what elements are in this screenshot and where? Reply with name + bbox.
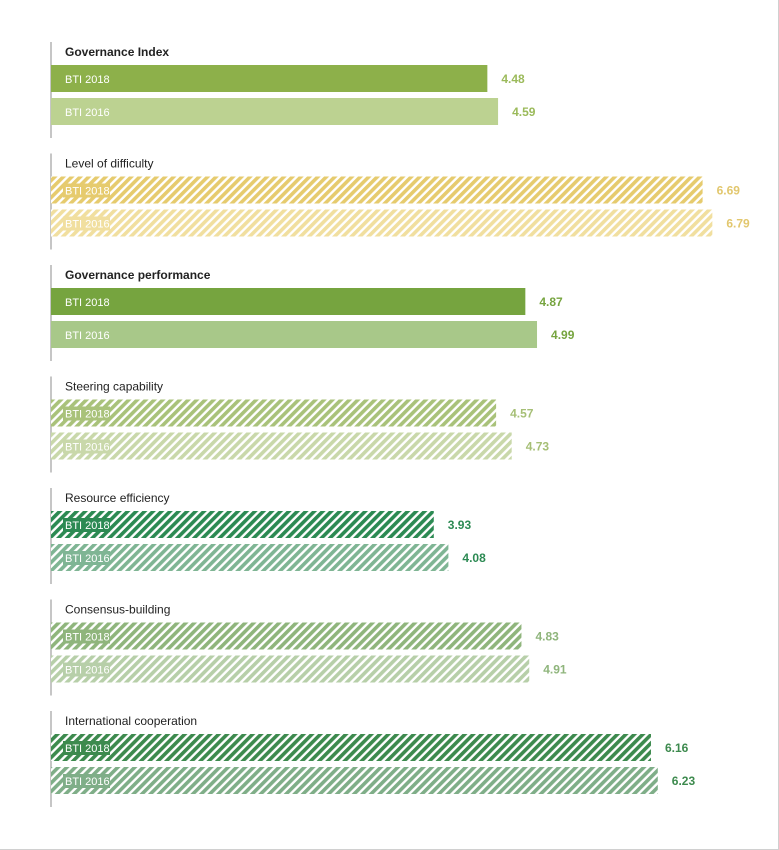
series-label-box — [63, 741, 110, 755]
series-label: BTI 2018 — [65, 186, 110, 198]
value-label: 6.16 — [665, 741, 689, 755]
group-title: Governance Index — [65, 45, 169, 59]
series-label: BTI 2016 — [65, 665, 110, 677]
series-label-box — [63, 518, 110, 532]
group-title: Consensus-building — [65, 603, 170, 617]
series-label-box — [63, 629, 110, 644]
series-label: BTI 2016 — [65, 330, 110, 342]
bar — [51, 176, 703, 204]
value-label: 4.91 — [543, 663, 567, 677]
value-label: 6.79 — [726, 217, 750, 231]
value-label: 3.93 — [448, 518, 472, 532]
value-label: 6.23 — [672, 774, 696, 788]
group-title: Steering capability — [65, 380, 163, 394]
value-label: 6.69 — [717, 184, 741, 198]
series-label: BTI 2018 — [65, 297, 110, 309]
series-label: BTI 2018 — [65, 409, 110, 421]
bar-group: Consensus-building BTI 2018 4.83 BTI 2016 4.… — [50, 599, 567, 696]
value-label: 4.48 — [501, 72, 525, 86]
series-label: BTI 2018 — [65, 520, 110, 532]
series-label: BTI 2016 — [65, 107, 110, 119]
bar — [51, 622, 522, 650]
series-label: BTI 2016 — [65, 442, 110, 454]
bar — [51, 288, 526, 315]
bar-group: Resource efficiency BTI 2018 3.93 BTI 2016 4… — [50, 488, 486, 584]
value-label: 4.57 — [510, 407, 534, 421]
bar-group: Steering capability BTI 2018 4.57 BTI 2016 4… — [50, 376, 550, 473]
group-title: Level of difficulty — [65, 157, 154, 171]
bar — [51, 734, 651, 761]
series-label: BTI 2018 — [65, 74, 110, 86]
series-label: BTI 2016 — [65, 553, 110, 565]
series-label-box — [63, 406, 110, 421]
value-label: 4.83 — [535, 630, 559, 644]
bar — [51, 767, 658, 794]
group-title: Resource efficiency — [65, 491, 170, 505]
bar-group: International cooperation BTI 2018 6.16 BTI… — [50, 711, 696, 807]
series-label-box — [63, 183, 110, 198]
bar-group: Governance performance BTI 2018 4.87 BTI 20… — [50, 265, 575, 361]
bar-group: Governance Index BTI 2018 4.48 BTI 2016 4.59 — [50, 42, 536, 138]
series-label-box — [63, 662, 110, 677]
bar — [51, 544, 449, 571]
bar — [51, 65, 488, 92]
bar — [51, 399, 497, 427]
value-label: 4.99 — [551, 328, 575, 342]
bar-group: Level of difficulty BTI 2018 6.69 BTI 2016 6… — [50, 153, 750, 250]
series-label-box — [63, 774, 110, 788]
series-label: BTI 2018 — [65, 743, 110, 755]
group-title: International cooperation — [65, 714, 197, 728]
series-label-box — [63, 551, 110, 565]
value-label: 4.87 — [539, 295, 563, 309]
value-label: 4.59 — [512, 105, 536, 119]
series-label-box — [63, 439, 110, 454]
series-label: BTI 2016 — [65, 219, 110, 231]
series-label: BTI 2016 — [65, 776, 110, 788]
bar — [51, 655, 530, 683]
bar — [51, 321, 538, 348]
series-label: BTI 2018 — [65, 632, 110, 644]
bar — [51, 432, 512, 460]
value-label: 4.73 — [526, 440, 550, 454]
bar — [51, 511, 434, 538]
bar — [51, 98, 499, 125]
value-label: 4.08 — [462, 551, 486, 565]
bar — [51, 209, 713, 237]
group-title: Governance performance — [65, 268, 211, 282]
series-label-box — [63, 216, 110, 231]
